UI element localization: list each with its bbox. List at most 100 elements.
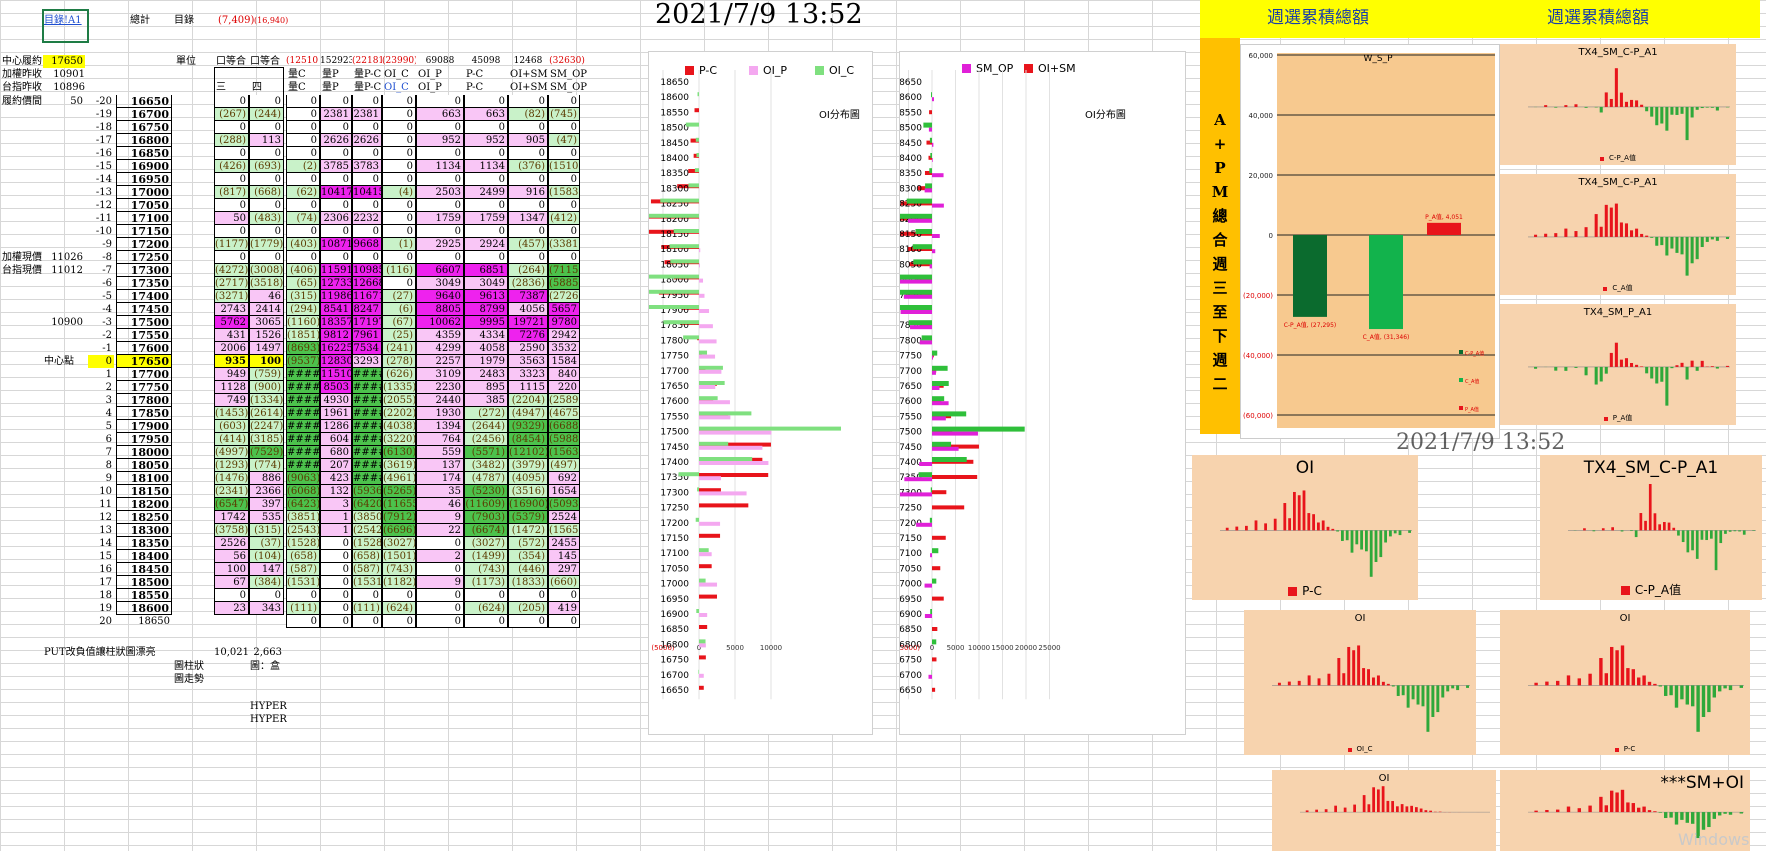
cell-p5: 2230 [416,381,464,394]
mini-bar [1670,366,1674,369]
mini-bar [1408,530,1411,533]
wsp-chart[interactable]: 60,000 40,000 20,000 0 (20,000) (40,000) (60,0… [1240,44,1500,439]
mini-chart-4[interactable]: OI P-C [1192,455,1418,600]
mini-bar [1670,106,1674,115]
cell-p7: (205) [508,602,548,615]
mini-bar [1640,233,1644,237]
cell-p5: 764 [416,433,464,446]
center-value[interactable]: 17650 [43,55,85,68]
legend-text: P-C [1623,745,1636,753]
col-b2-label: 四 [252,82,262,93]
y-tick-label: (20,000) [1243,292,1273,300]
cell-p8: (1583) [548,186,580,199]
mini-bar [1584,227,1588,237]
cell-p1: ##### [286,446,320,459]
mini-chart-2[interactable]: TX4_SM_C-P_A1 C_A值 [1500,174,1736,295]
bar-p6 [924,171,932,175]
bar-p6 [932,596,944,601]
row-strike: 17550 [116,329,172,342]
table-row: 171850067(384)(1531)0(1531)(1182)9(1173)… [0,576,580,589]
bar-p8 [932,249,936,254]
y-tick-label: 17800 [660,336,689,346]
cell-p6: (3482) [464,459,508,472]
cell-p2: 12733 [320,277,352,290]
mini-bar [1614,68,1618,107]
cell-p4: 0 [382,251,416,264]
mini-chart-6[interactable]: OI OI_C [1244,610,1476,755]
cell-c4: 886 [249,472,284,485]
mini-bar [1331,528,1335,531]
mini-chart-title: OI [1354,613,1366,624]
oi-chart-1[interactable]: P-C OI_P OI_C OI分布圖 (15000)(10000)(5000)… [648,51,873,735]
cell-p7: (354) [508,550,548,563]
mini-bar [1630,362,1634,367]
row-offset: -17 [95,135,112,146]
row-offset: 8 [105,460,112,471]
mini-chart-3[interactable]: TX4_SM_P_A1 P_A值 [1500,304,1736,425]
cell-p8: 0 [548,199,580,212]
head-1-0: 量C [288,69,306,80]
bar-p7 [699,457,753,461]
catalog-link[interactable]: 目錄!A1 [44,15,82,26]
table-row: -14 16950 0 0 0 0 0 0 0 0 0 0 [0,173,580,186]
cell-c4: (2614) [249,407,284,420]
row-strike: 17200 [116,238,172,251]
mini-plot [1300,786,1490,813]
cell-p2: 1 [320,524,352,537]
oi-chart-2[interactable]: SM_OP OI+SM OI分布圖 (25000)(20000)(15000)(… [899,51,1186,735]
cell-p4: (626) [382,368,416,381]
info-value-18: 10900 [51,317,83,328]
mid-label: 中心點 [44,356,74,367]
table-row: -17 16800 (288) 113 0 2626 2626 0 952 952 905 (47) [0,134,580,147]
mini-bar [1691,530,1694,551]
y-tick-label: 17200 [900,519,922,529]
bar-p7 [912,244,932,250]
cell-c3: 749 [214,394,249,407]
mini-chart-1[interactable]: TX4_SM_C-P_A1 C-P_A值 [1500,44,1736,165]
cell-p8: (5093) [548,498,580,511]
cell-p1: ##### [286,368,320,381]
cell-p2: 0 [320,537,352,550]
y-tick-label: 18300 [660,184,689,194]
cell-p3: ##### [352,446,382,459]
selected-cell-frame[interactable] [42,9,89,43]
mini-chart-8[interactable]: OI [1272,770,1496,851]
bar-p6 [699,533,721,538]
cell-p3: 2381 [352,108,382,121]
bar-p7 [669,244,699,249]
cell-c4: 46 [249,290,284,303]
table-row: 0 17650 935 100 (9537) 12830 3293 (278) 2257 1979… [0,355,580,368]
mini-bar [1225,527,1229,531]
cell-p4: (2202) [382,407,416,420]
x-tick-label: (5000) [900,644,920,652]
cell-p4: (278) [382,355,416,368]
bar-p7 [699,426,841,431]
mini-chart-7[interactable]: OI P-C [1500,610,1750,755]
y-tick-label: 16850 [900,625,922,635]
hyper-2[interactable]: HYPER [250,714,287,725]
mini-bar [1604,366,1608,374]
mini-bar [1357,645,1361,686]
y-tick-label: 18500 [900,124,922,134]
bar-p6 [699,594,717,599]
cell-p8: (2589) [548,394,580,407]
mini-bar [1700,360,1704,367]
cell-c4: (3518) [249,277,284,290]
mini-bar [1609,207,1613,237]
mini-bar [1718,685,1722,692]
mini-bar [1619,359,1623,367]
hyper-1[interactable]: HYPER [250,701,287,712]
cell-p8: (1565) [548,524,580,537]
mini-bar [1384,530,1387,543]
y-tick-label: 17800 [900,336,922,346]
mini-bar [1710,236,1714,240]
cell-p7: (376) [508,160,548,173]
cell-p2: 0 [320,589,352,602]
mini-chart-9[interactable]: ***SM+OI [1500,770,1750,851]
cell-c4: (759) [249,368,284,381]
bar-p6 [932,657,937,662]
cell-p6: 9613 [464,290,508,303]
head-1-5: P-C [466,69,484,80]
mini-chart-5[interactable]: TX4_SM_C-P_A1 C-P_A值 [1540,455,1762,600]
wsp-bar [1427,222,1461,235]
